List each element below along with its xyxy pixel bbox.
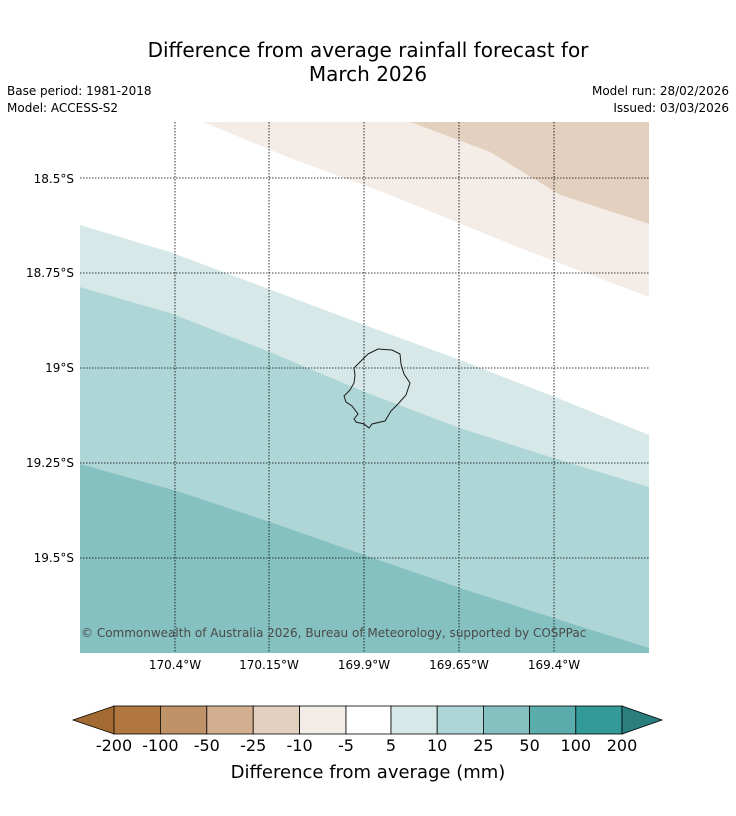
colorbar-tick: -10 (286, 736, 313, 755)
colorbar-extend-low (71, 705, 115, 735)
region-dry-5-10 (203, 122, 649, 297)
gridlines (80, 122, 649, 653)
colorbar-tick: -50 (193, 736, 220, 755)
colorbar-swatch (299, 705, 347, 735)
colorbar-swatch (252, 705, 300, 735)
model-name: Model: ACCESS-S2 (7, 101, 119, 115)
map-area (80, 122, 649, 653)
colorbar-swatch (575, 705, 623, 735)
copyright-credit: © Commonwealth of Australia 2026, Bureau… (81, 626, 587, 640)
lat-label: 18.5°S (33, 172, 74, 186)
meta-right: Model run: 28/02/2026 Issued: 03/03/2026 (592, 83, 729, 117)
lon-label: 169.65°W (429, 658, 489, 672)
lat-label: 19.5°S (33, 551, 74, 565)
map-title: Difference from average rainfall forecas… (0, 38, 736, 86)
colorbar-swatch (529, 705, 577, 735)
lon-label: 170.15°W (239, 658, 299, 672)
colorbar-tick: 100 (560, 736, 592, 755)
region-wet-5-10 (80, 225, 649, 487)
colorbar-label: Difference from average (mm) (230, 762, 506, 783)
model-run: Model run: 28/02/2026 (591, 84, 729, 98)
region-dry-10-25 (410, 122, 649, 224)
colorbar-tick: 5 (385, 736, 397, 755)
title-line-1: Difference from average rainfall forecas… (147, 38, 589, 62)
meta-left: Base period: 1981-2018 Model: ACCESS-S2 (7, 83, 152, 117)
base-period: Base period: 1981-2018 (7, 84, 152, 98)
lon-label: 170.4°W (148, 658, 202, 672)
colorbar-swatch (482, 705, 530, 735)
colorbar-swatch (436, 705, 484, 735)
colorbar-tick: 10 (427, 736, 448, 755)
colorbar-tick: -25 (240, 736, 267, 755)
colorbar-tick: 25 (473, 736, 494, 755)
colorbar-tick: -100 (142, 736, 179, 755)
colorbar-tick: 200 (606, 736, 638, 755)
colorbar (71, 705, 664, 735)
lat-label: 19°S (45, 361, 74, 375)
colorbar-swatch (345, 705, 392, 735)
colorbar-swatch (206, 705, 254, 735)
colorbar-tick: -5 (338, 736, 354, 755)
colorbar-tick: 50 (519, 736, 540, 755)
lat-label: 18.75°S (26, 266, 74, 280)
lon-label: 169.9°W (337, 658, 391, 672)
colorbar-swatch (159, 705, 208, 735)
title-line-2: March 2026 (308, 62, 428, 86)
colorbar-swatch (390, 705, 438, 735)
lon-label: 169.4°W (527, 658, 581, 672)
colorbar-swatch (113, 705, 161, 735)
colorbar-extend-high (621, 705, 664, 735)
lat-label: 19.25°S (26, 456, 74, 470)
colorbar-tick: -200 (95, 736, 133, 755)
region-wet-25-50 (80, 464, 649, 653)
issued-date: Issued: 03/03/2026 (613, 101, 729, 115)
island-coastline (343, 348, 411, 429)
